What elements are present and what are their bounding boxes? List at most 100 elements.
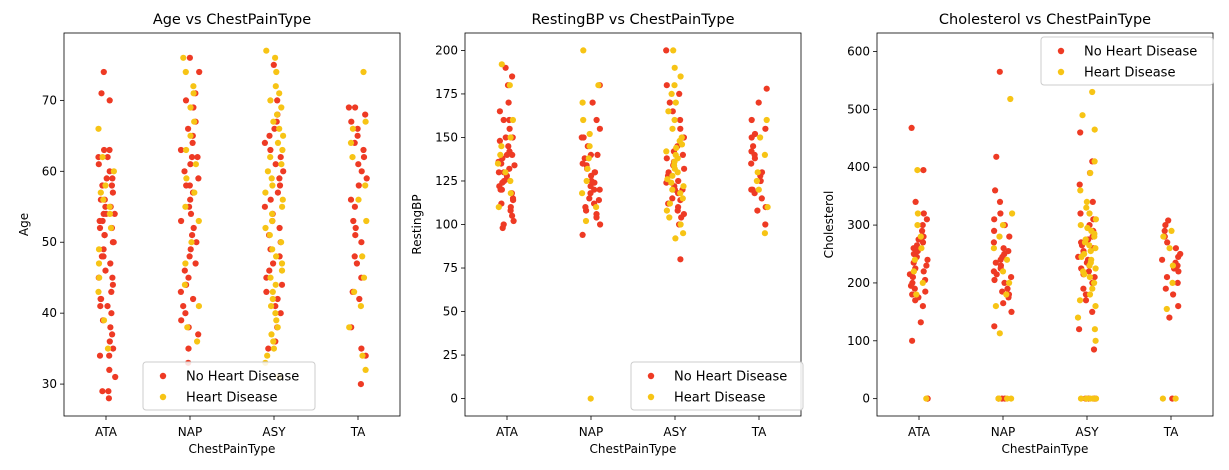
data-point: [990, 268, 998, 275]
data-point: [106, 97, 113, 104]
data-point: [1163, 305, 1170, 313]
data-point: [1077, 395, 1085, 402]
x-tick-label: TA: [751, 425, 767, 439]
data-point: [764, 204, 771, 211]
data-point: [266, 267, 273, 274]
data-point: [107, 324, 114, 331]
data-point: [276, 175, 283, 182]
data-point: [183, 146, 190, 154]
data-point: [672, 151, 679, 158]
data-point: [991, 323, 998, 330]
legend: No Heart Disease Heart Disease: [630, 361, 804, 411]
data-point: [675, 177, 682, 185]
data-point: [663, 82, 670, 89]
data-point: [350, 217, 357, 225]
data-point: [751, 130, 759, 138]
y-tick-label: 60: [42, 164, 57, 178]
data-point: [680, 183, 687, 190]
x-tick-label: NAP: [991, 425, 1015, 439]
y-tick-label: 175: [435, 87, 458, 101]
y-tick-label: 150: [435, 130, 458, 144]
data-point: [195, 303, 202, 310]
data-point: [1091, 158, 1098, 165]
data-point: [272, 83, 279, 90]
data-point: [272, 310, 279, 317]
data-point: [1169, 262, 1176, 269]
y-axis-label: RestingBP: [410, 194, 424, 254]
data-point: [108, 310, 115, 317]
data-point: [679, 151, 687, 158]
data-point: [359, 253, 366, 260]
data-point: [589, 99, 596, 106]
data-point: [276, 224, 283, 232]
data-point: [271, 125, 278, 132]
data-point: [669, 186, 676, 193]
data-point: [909, 279, 916, 286]
data-point: [593, 211, 600, 218]
legend-label-no_disease: No Heart Disease: [1084, 45, 1197, 60]
data-point: [263, 288, 270, 295]
data-point: [668, 90, 675, 97]
data-point: [279, 196, 286, 203]
data-point: [1172, 245, 1179, 252]
data-point: [277, 310, 284, 317]
data-point: [755, 186, 762, 193]
data-point: [1074, 314, 1082, 321]
data-point: [580, 116, 587, 124]
y-tick-label: 200: [435, 43, 458, 57]
data-point: [991, 227, 998, 234]
data-point: [358, 239, 365, 246]
data-point: [587, 395, 594, 402]
data-point: [923, 262, 930, 269]
data-point: [111, 210, 118, 217]
data-point: [1086, 291, 1094, 298]
data-point: [274, 97, 281, 104]
y-axis-label: Cholesterol: [822, 191, 836, 259]
data-point: [511, 162, 518, 169]
data-point: [274, 111, 281, 118]
data-point: [274, 324, 281, 331]
data-point: [273, 253, 280, 260]
data-point: [185, 125, 192, 132]
data-point: [187, 196, 194, 203]
data-point: [595, 82, 602, 89]
data-point: [507, 177, 514, 185]
data-point: [102, 182, 109, 189]
data-point: [1089, 285, 1096, 292]
legend-marker: [647, 393, 655, 401]
data-point: [1086, 210, 1093, 217]
data-point: [269, 210, 276, 217]
data-point: [755, 99, 762, 106]
data-point: [354, 125, 361, 132]
data-point: [278, 267, 286, 274]
data-point: [195, 175, 202, 182]
data-point: [923, 395, 930, 402]
data-point: [187, 132, 194, 139]
y-tick-label: 100: [435, 218, 458, 232]
y-axis-label: Age: [17, 213, 31, 236]
data-point: [1082, 236, 1089, 243]
data-point: [754, 169, 761, 176]
chart-title: Age vs ChestPainType: [153, 12, 311, 28]
y-tick-label: 200: [847, 276, 870, 290]
data-point: [681, 165, 688, 172]
data-point: [758, 195, 765, 202]
data-point: [999, 222, 1007, 229]
data-point: [105, 395, 112, 402]
data-point: [584, 165, 591, 172]
data-point: [500, 221, 507, 228]
data-point: [352, 232, 359, 239]
data-point: [1077, 129, 1084, 136]
data-point: [266, 232, 273, 239]
chart-title: Cholesterol vs ChestPainType: [939, 12, 1151, 28]
data-point: [100, 317, 108, 324]
data-point: [278, 104, 285, 111]
data-point: [1172, 395, 1179, 402]
data-point: [663, 155, 670, 162]
legend-label-disease: Heart Disease: [1084, 66, 1175, 81]
x-tick-label: ATA: [908, 425, 931, 439]
x-axis-label: ChestPainType: [189, 442, 276, 456]
data-point: [278, 161, 285, 168]
data-point: [586, 130, 593, 138]
